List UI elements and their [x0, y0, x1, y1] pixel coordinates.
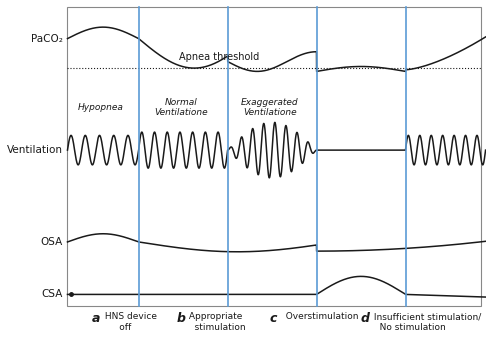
- Text: Exaggerated
Ventilatione: Exaggerated Ventilatione: [241, 98, 298, 117]
- Text: Apnea threshold: Apnea threshold: [178, 52, 259, 62]
- Text: Appropriate
   stimulation: Appropriate stimulation: [186, 312, 246, 332]
- Text: CSA: CSA: [42, 289, 63, 300]
- Text: a: a: [92, 312, 100, 325]
- Text: HNS device
      off: HNS device off: [102, 312, 156, 332]
- Text: PaCO₂: PaCO₂: [31, 34, 63, 44]
- Text: b: b: [176, 312, 186, 325]
- Text: OSA: OSA: [41, 237, 63, 247]
- Text: Ventilation: Ventilation: [7, 145, 63, 155]
- Text: Normal
Ventilatione: Normal Ventilatione: [154, 98, 208, 117]
- Text: Hypopnea: Hypopnea: [78, 103, 124, 112]
- Text: c: c: [270, 312, 277, 325]
- Text: Insufficient stimulation/
   No stimulation: Insufficient stimulation/ No stimulation: [371, 312, 481, 332]
- Text: Overstimulation: Overstimulation: [280, 312, 358, 321]
- Text: d: d: [361, 312, 370, 325]
